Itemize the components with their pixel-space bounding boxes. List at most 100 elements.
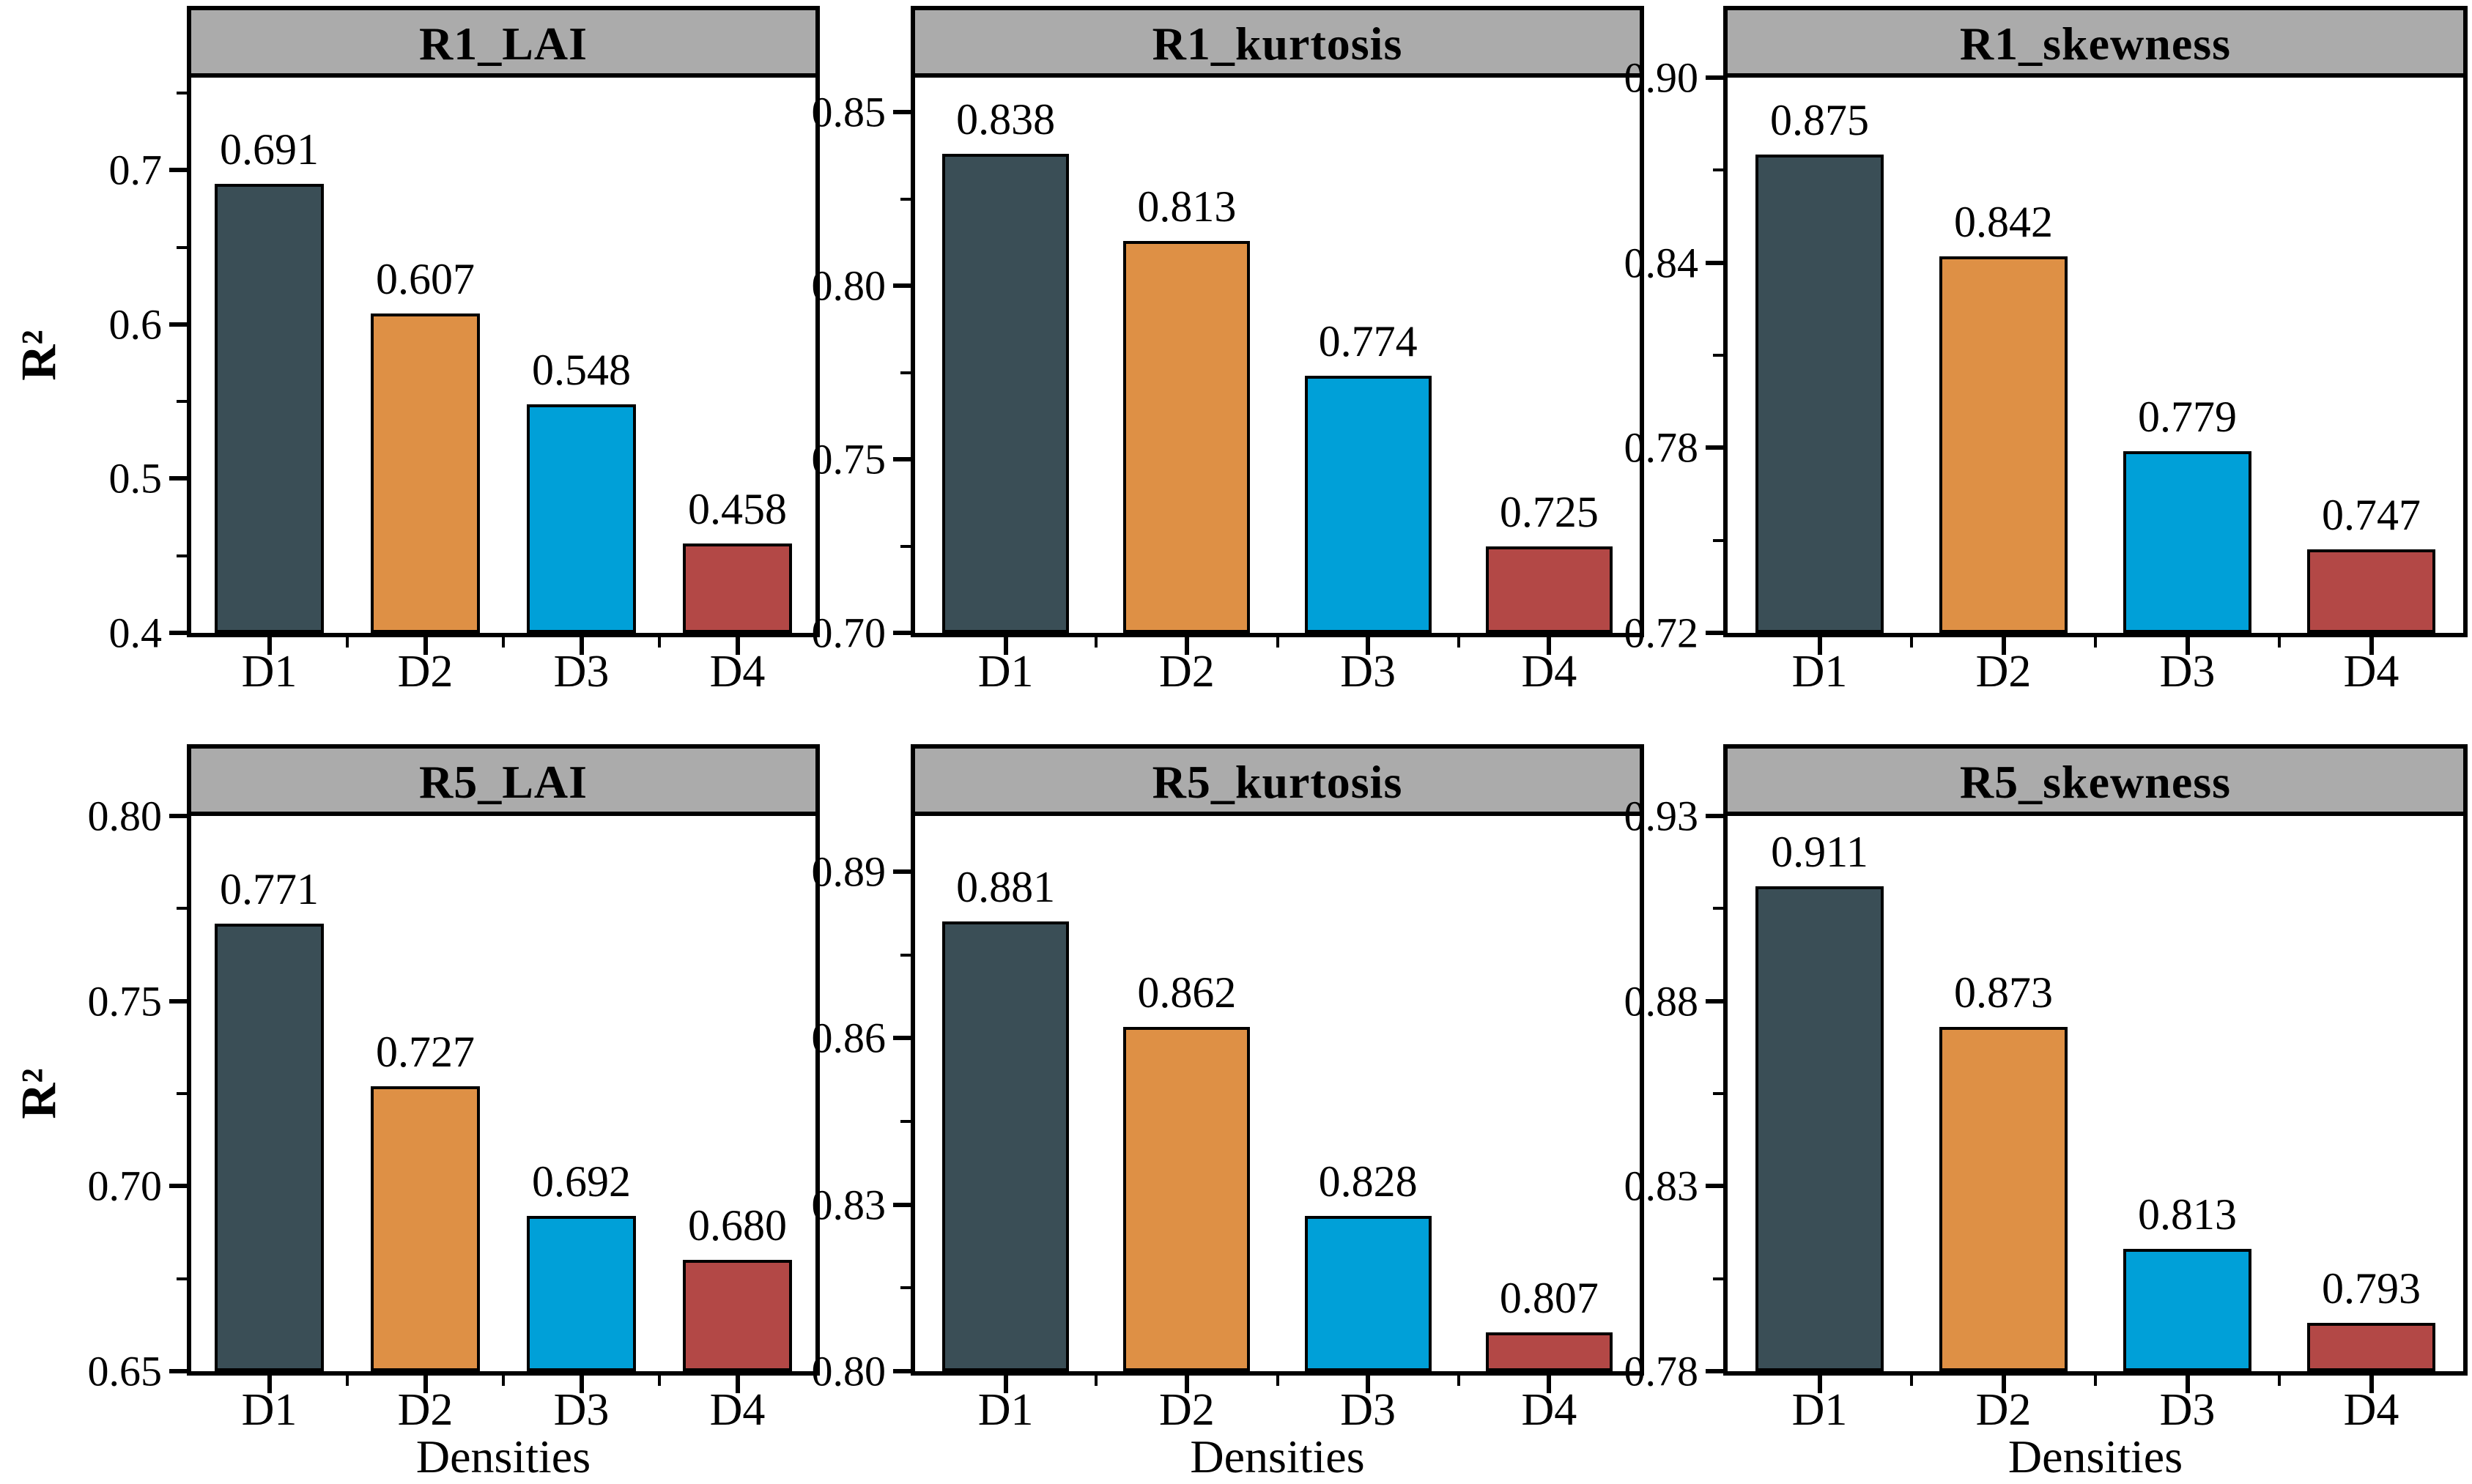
x-major-tick: [2001, 1376, 2006, 1393]
y-minor-tick: [1713, 538, 1723, 542]
panel-r5-kurtosis: R5_kurtosis 0.80 0.83 0.86 0.89 0.881 D1 0.862…: [812, 738, 1648, 1483]
bar-d3: [1304, 376, 1432, 633]
y-tick-label: 0.65: [87, 1347, 163, 1395]
y-major-tick: [1706, 1184, 1723, 1189]
x-major-tick: [2369, 637, 2374, 655]
y-minor-tick: [900, 1286, 911, 1290]
x-minor-tick: [2094, 1376, 2097, 1386]
x-major-tick: [2369, 1376, 2374, 1393]
y-major-tick: [1706, 445, 1723, 450]
y-major-tick: [893, 457, 911, 462]
y-tick-label: 0.78: [1624, 423, 1699, 472]
panel-title-bar: R5_kurtosis: [911, 744, 1644, 816]
x-major-tick: [1817, 1376, 1822, 1393]
x-major-tick: [2185, 1376, 2190, 1393]
panel-title-bar: R1_LAI: [187, 6, 820, 78]
bar-d4: [682, 1260, 793, 1371]
y-tick-label: 0.88: [1624, 977, 1699, 1025]
bar-value-label: 0.727: [376, 1027, 475, 1076]
y-tick-label: 0.5: [108, 454, 163, 502]
bar-value-label: 0.793: [2322, 1264, 2421, 1313]
x-category-label: D1: [241, 647, 297, 697]
y-minor-tick: [900, 953, 911, 957]
y-major-tick: [169, 814, 187, 818]
bar-d1: [942, 921, 1070, 1371]
x-category-label: D4: [2343, 647, 2399, 697]
bar-value-label: 0.911: [1771, 828, 1868, 877]
panel-r5-skewness: R5_skewness 0.78 0.83 0.88 0.93 0.911 D1 0.873…: [1624, 738, 2472, 1483]
y-major-tick: [893, 283, 911, 289]
bar-value-label: 0.842: [1954, 198, 2053, 247]
bar-value-label: 0.838: [956, 95, 1056, 144]
x-minor-tick: [502, 637, 505, 648]
y-minor-tick: [1713, 354, 1723, 357]
y-major-tick: [893, 869, 911, 874]
y-major-tick: [1706, 1369, 1723, 1373]
x-major-tick: [579, 637, 584, 655]
bar-d3: [2123, 1249, 2252, 1371]
y-major-tick: [1706, 75, 1723, 80]
x-minor-tick: [346, 637, 349, 648]
y-minor-tick: [1713, 907, 1723, 910]
bar-value-label: 0.881: [956, 863, 1056, 912]
x-minor-tick: [2278, 1376, 2281, 1386]
bar-d2: [370, 1086, 481, 1371]
y-tick-label: 0.80: [811, 261, 887, 310]
x-category-label: D4: [2343, 1385, 2399, 1435]
bar-d2: [1939, 1027, 2068, 1371]
y-major-tick: [169, 322, 187, 327]
y-minor-tick: [177, 400, 187, 404]
x-major-tick: [1547, 637, 1552, 655]
x-category-label: D3: [2159, 647, 2216, 697]
x-category-label: D1: [977, 647, 1034, 697]
y-tick-label: 0.78: [1624, 1347, 1699, 1395]
y-major-tick: [169, 168, 187, 173]
y-minor-tick: [177, 554, 187, 557]
x-major-tick: [267, 637, 272, 655]
bar-d3: [526, 404, 637, 633]
y-tick-label: 0.90: [1624, 53, 1699, 102]
x-category-label: D4: [1521, 1385, 1577, 1435]
x-minor-tick: [1276, 637, 1279, 648]
x-category-label: D2: [1158, 1385, 1215, 1435]
panel-title-bar: R5_skewness: [1723, 744, 2468, 816]
y-minor-tick: [900, 197, 911, 201]
y-axis-title: R²: [10, 330, 67, 381]
panel-title-bar: R1_kurtosis: [911, 6, 1644, 78]
bar-value-label: 0.725: [1499, 487, 1599, 536]
x-major-tick: [1366, 637, 1371, 655]
x-minor-tick: [1910, 1376, 1913, 1386]
bar-d2: [1123, 240, 1251, 633]
y-tick-label: 0.4: [108, 609, 163, 657]
y-minor-tick: [900, 371, 911, 374]
x-major-tick: [1184, 637, 1189, 655]
x-major-tick: [1003, 1376, 1008, 1393]
plot-area: 0.70 0.75 0.80 0.85 0.838 D1 0.813 D2 0.774 D3 0.7…: [812, 73, 1644, 697]
panel-r1-kurtosis: R1_kurtosis 0.70 0.75 0.80 0.85 0.838 D1 0.813…: [812, 0, 1648, 738]
bar-value-label: 0.747: [2322, 491, 2421, 540]
bar-value-label: 0.873: [1954, 968, 2053, 1017]
y-major-tick: [893, 110, 911, 115]
y-major-tick: [169, 1369, 187, 1373]
panel-r1-skewness: R1_skewness 0.72 0.78 0.84 0.90 0.875 D1 0.842…: [1624, 0, 2472, 738]
y-major-tick: [893, 1202, 911, 1207]
y-major-tick: [1706, 631, 1723, 635]
bar-value-label: 0.875: [1770, 96, 1869, 145]
y-tick-label: 0.85: [811, 88, 887, 136]
bar-value-label: 0.680: [688, 1201, 787, 1250]
x-category-label: D3: [1340, 647, 1396, 697]
x-minor-tick: [502, 1376, 505, 1386]
bar-value-label: 0.458: [688, 484, 787, 533]
panel-title: R1_LAI: [418, 18, 588, 70]
x-major-tick: [1817, 637, 1822, 655]
panel-title: R1_kurtosis: [1152, 18, 1403, 70]
y-minor-tick: [1713, 168, 1723, 172]
bar-d1: [214, 923, 325, 1371]
x-minor-tick: [1457, 1376, 1460, 1386]
y-tick-label: 0.83: [811, 1181, 887, 1229]
y-minor-tick: [1713, 1092, 1723, 1095]
x-category-label: D1: [1791, 647, 1848, 697]
bar-value-label: 0.862: [1137, 968, 1237, 1017]
panel-r1-lai: R1_LAI R² 0.4 0.5 0.6 0.7 0.691 D1 0.607 D2 0.54…: [0, 0, 824, 738]
y-major-tick: [169, 1184, 187, 1189]
